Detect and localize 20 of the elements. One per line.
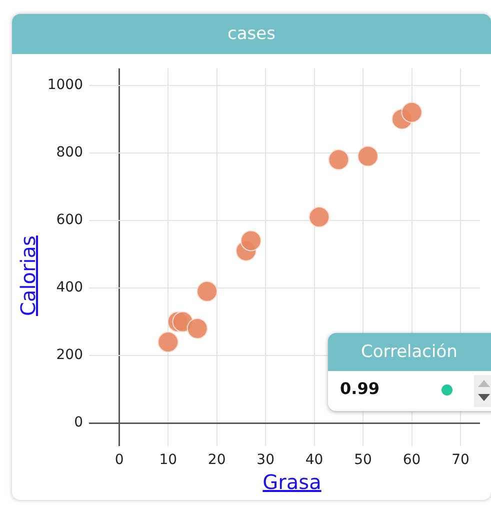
x-tick-label: 40 [305,452,324,468]
x-tick-label: 50 [354,452,372,468]
y-tick-label: 600 [56,212,83,228]
x-axis-title: Grasa [262,470,322,494]
x-tick-label: 60 [402,452,421,468]
x-tick-label: 30 [256,452,274,468]
chart-title: cases [12,14,491,54]
info-panel: Correlación 0.99 [328,333,491,411]
x-tick-label: 70 [452,452,470,468]
y-axis-title: Calorias [16,236,40,316]
y-tick-label: 200 [56,347,83,364]
x-tick-label: 20 [208,452,226,468]
x-tick-label: 0 [114,452,124,468]
y-tick-label: 400 [56,280,83,296]
x-tick-label: 10 [159,452,178,468]
y-tick-label: 1000 [47,76,83,93]
panel-header: Correlación [328,333,491,371]
y-tick-label: 0 [74,414,83,431]
annotation: 0.99 [340,379,380,398]
y-tick-label: 800 [56,144,83,160]
